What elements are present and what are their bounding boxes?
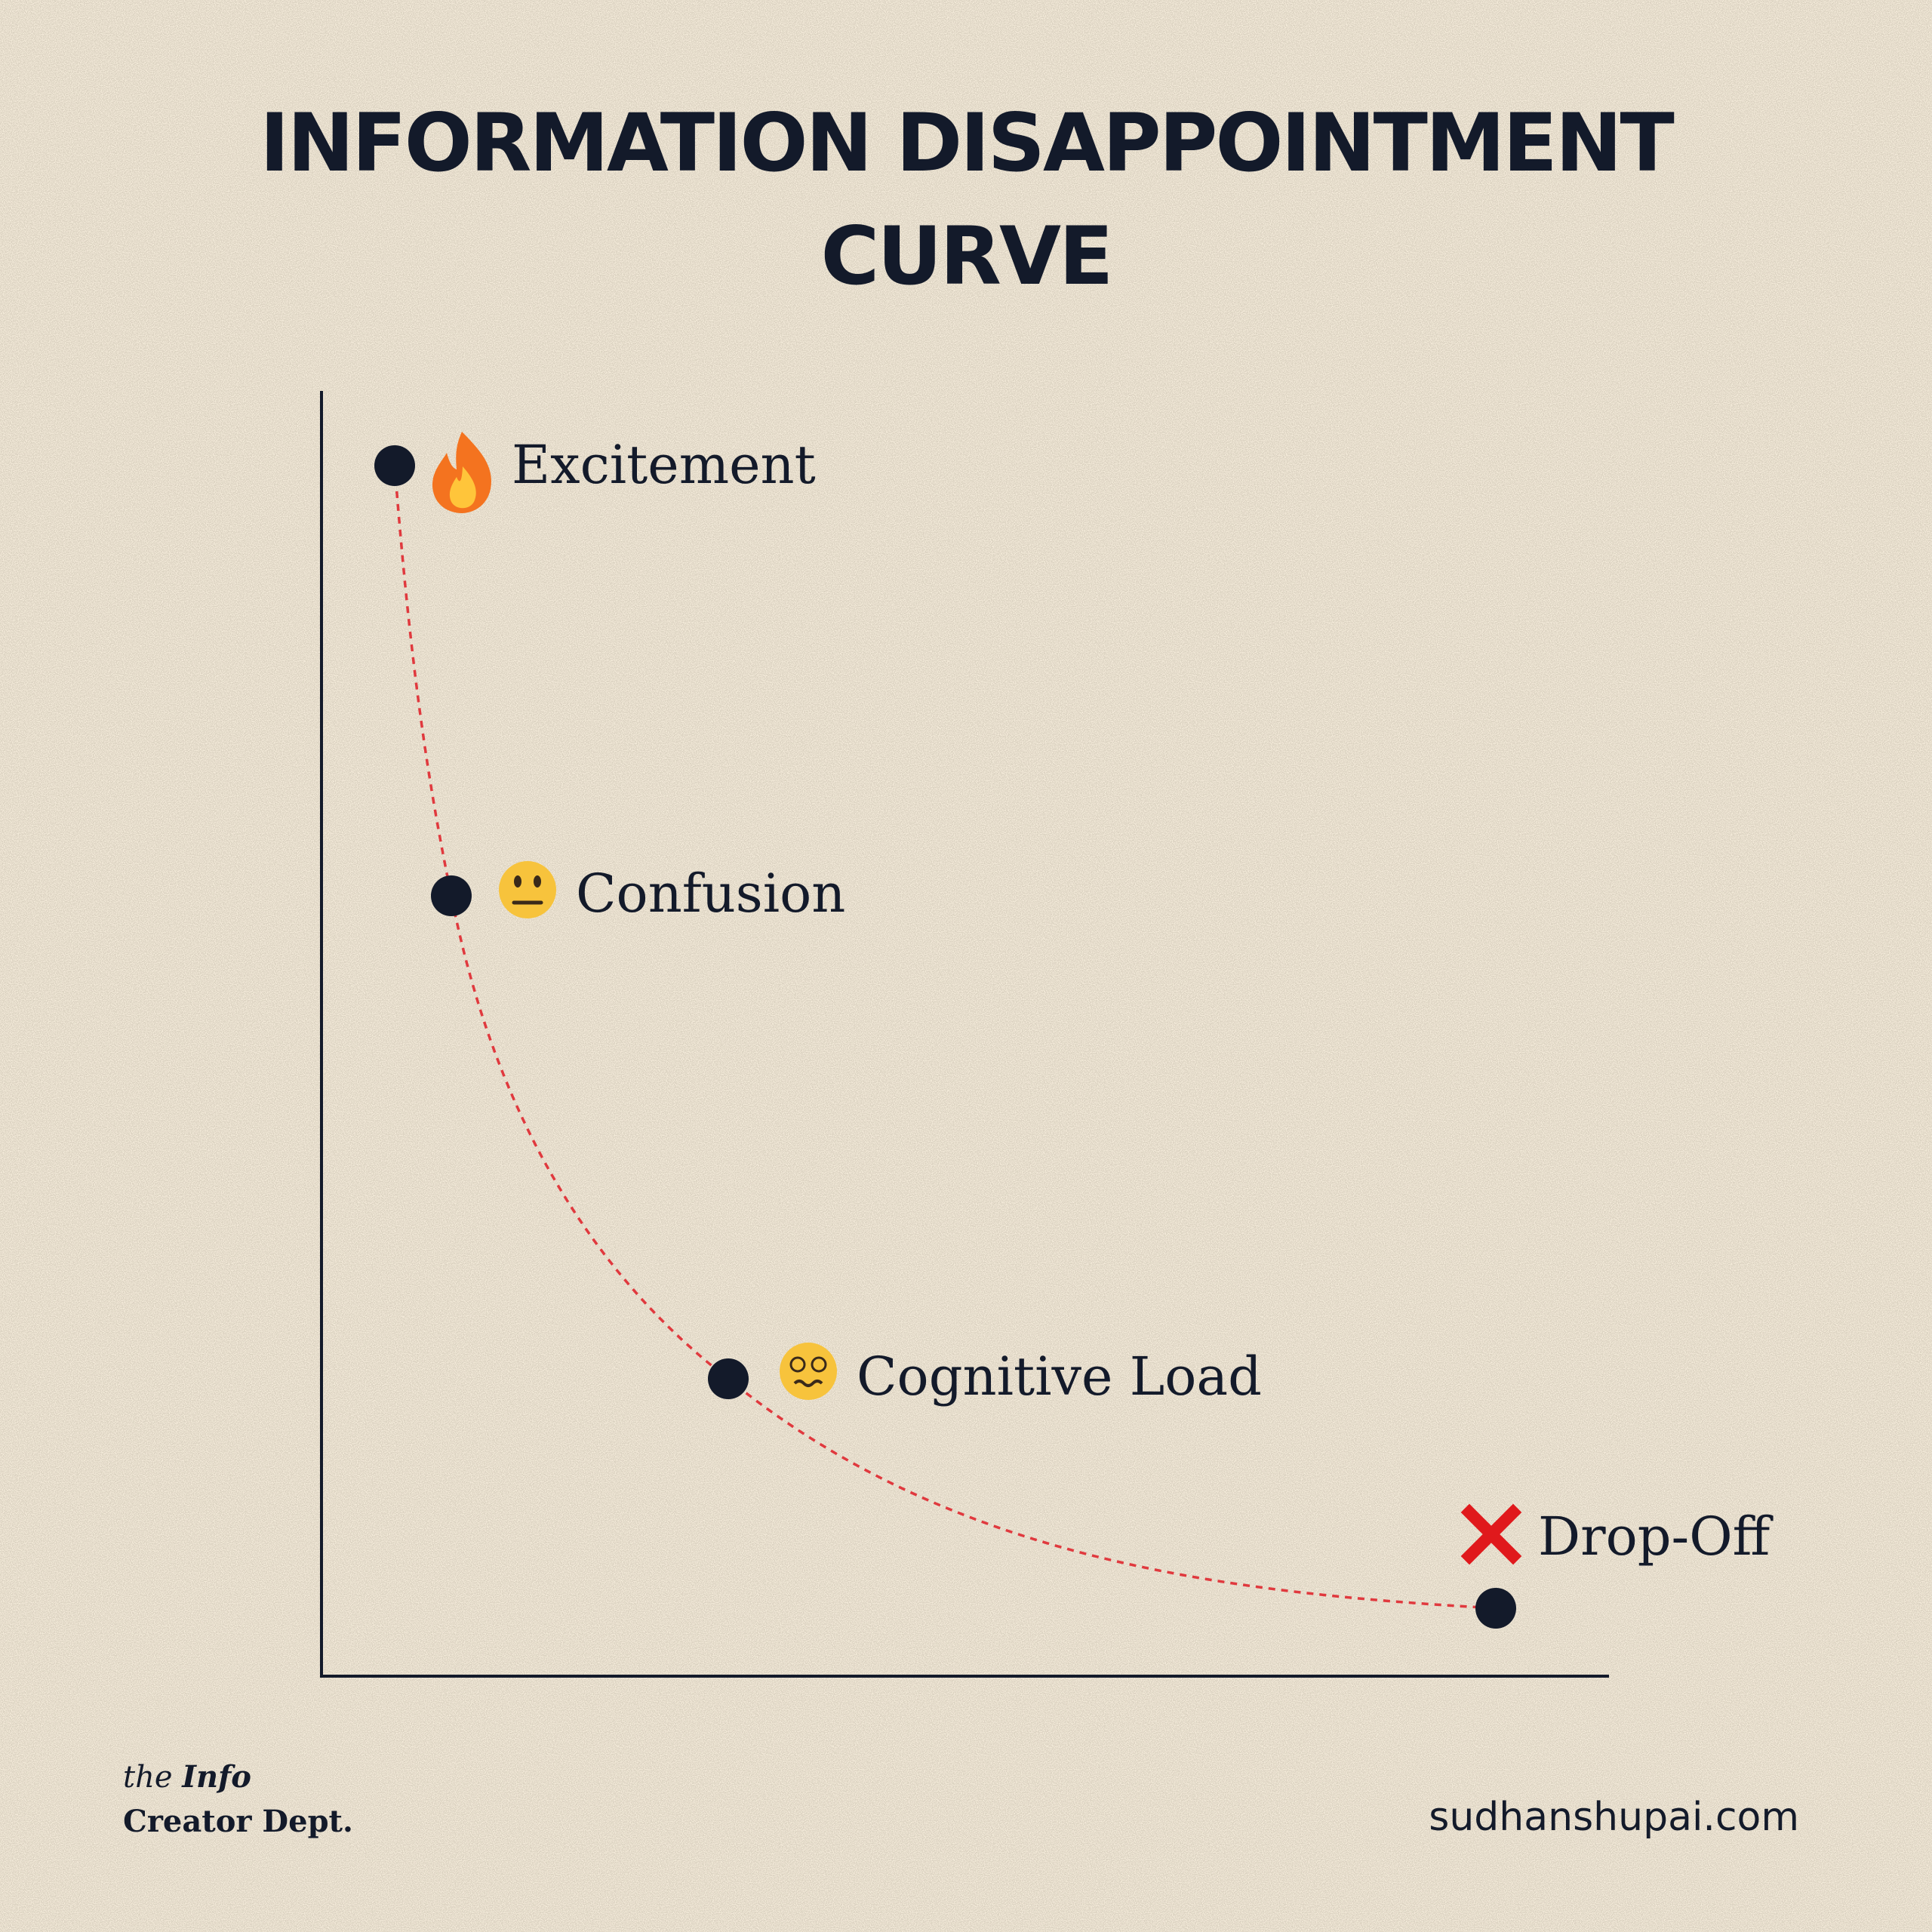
node-dot (431, 875, 472, 916)
website: sudhanshupai.com (1429, 1795, 1799, 1840)
curve (393, 465, 1497, 1610)
brand-line1: the Info (123, 1759, 251, 1795)
node-label: Excitement (512, 434, 816, 496)
node-dot (374, 445, 415, 486)
node-dot (1475, 1588, 1516, 1629)
node-dot (708, 1358, 749, 1399)
brand-article: the (123, 1760, 173, 1795)
title: INFORMATION DISAPPOINTMENT CURVE (260, 97, 1675, 303)
brand-line2: Creator Dept. (123, 1804, 353, 1839)
node-label: Confusion (576, 863, 845, 924)
neutral-face-icon (499, 861, 556, 918)
dizzy-face-icon (780, 1343, 837, 1400)
node-label: Drop-Off (1538, 1506, 1774, 1567)
node-label: Cognitive Load (857, 1346, 1262, 1407)
brand-name: Info (181, 1759, 251, 1795)
x-icon (1460, 1503, 1522, 1565)
fire-icon (432, 432, 491, 513)
